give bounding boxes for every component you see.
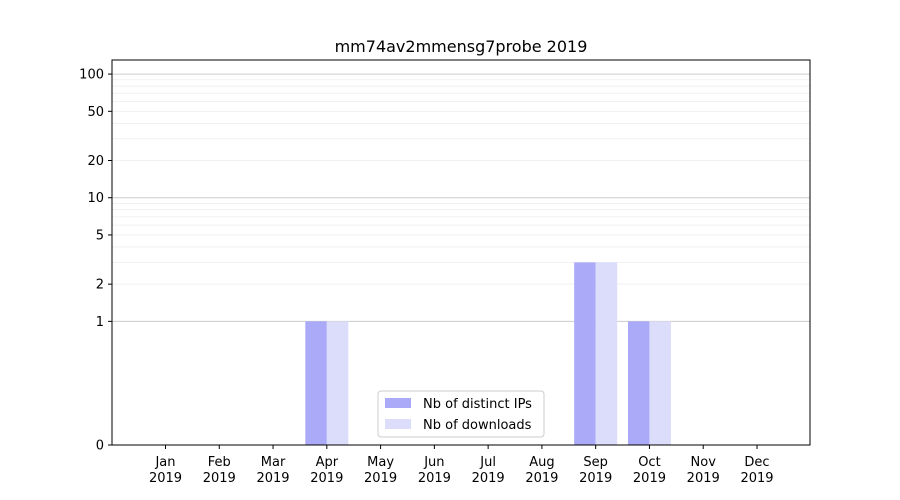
x-tick-label-year: 2019 xyxy=(472,471,505,486)
bar-downloads xyxy=(595,262,618,445)
x-tick-label-year: 2019 xyxy=(579,471,612,486)
legend-label-distinct-ips: Nb of distinct IPs xyxy=(423,397,532,412)
y-tick-label: 10 xyxy=(87,191,104,206)
x-tick-label-year: 2019 xyxy=(687,471,720,486)
bar-distinct-ips xyxy=(574,262,596,445)
legend-swatch-downloads xyxy=(385,419,411,429)
bar-distinct-ips xyxy=(305,321,327,445)
x-tick-label-month: Jun xyxy=(423,455,444,470)
x-tick-label-month: Oct xyxy=(638,455,660,470)
x-tick-label-month: May xyxy=(367,455,394,470)
bars-layer xyxy=(305,262,671,445)
bar-downloads xyxy=(649,321,671,445)
x-tick-label-month: Sep xyxy=(583,455,608,470)
x-axis: Jan2019Feb2019Mar2019Apr2019May2019Jun20… xyxy=(149,445,774,486)
legend: Nb of distinct IPs Nb of downloads xyxy=(377,390,545,438)
x-tick-label-month: Nov xyxy=(691,455,717,470)
x-tick-label-year: 2019 xyxy=(364,471,397,486)
y-tick-label: 2 xyxy=(96,278,104,293)
x-tick-label-year: 2019 xyxy=(203,471,236,486)
y-tick-label: 0 xyxy=(96,439,104,454)
plot-frame xyxy=(111,59,811,446)
legend-swatch-distinct-ips xyxy=(385,398,411,408)
x-tick-label-month: Jan xyxy=(154,455,175,470)
y-tick-label: 20 xyxy=(87,154,104,169)
x-tick-label-year: 2019 xyxy=(633,471,666,486)
x-tick-label-month: Mar xyxy=(261,455,286,470)
x-tick-label-year: 2019 xyxy=(418,471,451,486)
y-axis: 0 1 2 5 10 20 50 100 xyxy=(79,68,112,454)
bar-downloads xyxy=(326,321,349,445)
x-tick-label-year: 2019 xyxy=(740,471,773,486)
chart-title: mm74av2mmensg7probe 2019 xyxy=(335,37,588,56)
grid-layer xyxy=(112,73,810,322)
x-tick-label-year: 2019 xyxy=(525,471,558,486)
y-tick-label: 100 xyxy=(79,68,104,83)
y-tick-label: 5 xyxy=(96,228,104,243)
x-tick-label-month: Feb xyxy=(208,455,231,470)
x-tick-label-year: 2019 xyxy=(149,471,182,486)
x-tick-label-month: Aug xyxy=(529,455,554,470)
x-tick-label-month: Apr xyxy=(316,455,339,470)
y-tick-label: 50 xyxy=(87,105,104,120)
bar-distinct-ips xyxy=(627,321,650,445)
x-tick-label-year: 2019 xyxy=(310,471,343,486)
x-tick-label-month: Jul xyxy=(479,455,496,470)
legend-frame xyxy=(377,390,545,438)
legend-label-downloads: Nb of downloads xyxy=(423,418,532,433)
y-tick-label: 1 xyxy=(96,315,104,330)
x-tick-label-year: 2019 xyxy=(256,471,289,486)
x-tick-label-month: Dec xyxy=(744,455,769,470)
